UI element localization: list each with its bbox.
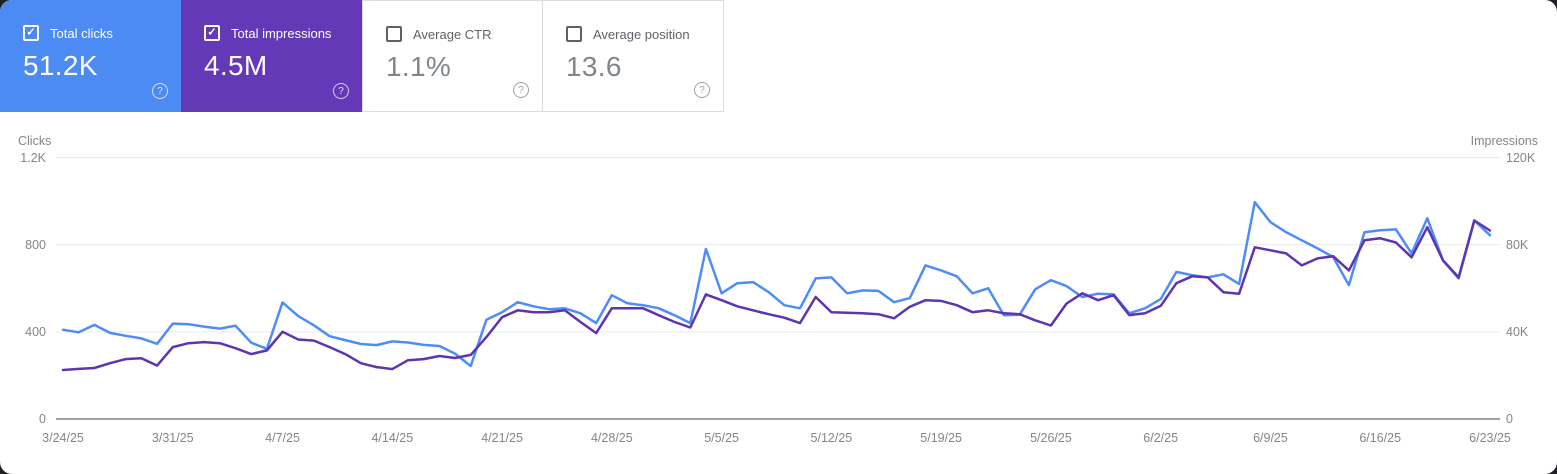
- x-axis-tick-label: 4/7/25: [265, 431, 300, 445]
- impressions-line: [61, 219, 1492, 372]
- clicks-line: [61, 200, 1492, 368]
- average-position-value: 13.6: [566, 51, 622, 82]
- help-icon[interactable]: ?: [694, 82, 710, 98]
- total-clicks-value: 51.2K: [23, 50, 98, 81]
- help-icon[interactable]: ?: [333, 83, 349, 99]
- average-position-card[interactable]: Average position 13.6 ?: [543, 0, 724, 112]
- metric-cards: ✓ Total clicks 51.2K ? ✓ Total impressio…: [0, 0, 724, 112]
- x-axis-tick-label: 3/24/25: [42, 431, 84, 445]
- x-axis-tick-label: 5/12/25: [810, 431, 853, 445]
- x-axis-tick-label: 6/2/25: [1143, 431, 1179, 445]
- check-icon: ✓: [207, 26, 217, 38]
- right-axis-tick-label: 80K: [1506, 237, 1529, 252]
- x-axis-tick-label: 6/9/25: [1253, 431, 1288, 445]
- average-ctr-header: Average CTR: [386, 26, 542, 42]
- average-ctr-card[interactable]: Average CTR 1.1% ?: [362, 0, 543, 112]
- average-ctr-label: Average CTR: [413, 26, 492, 42]
- total-clicks-label: Total clicks: [50, 25, 113, 41]
- x-axis-tick-label: 5/19/25: [920, 431, 962, 445]
- left-axis-tick-label: 800: [25, 237, 46, 252]
- right-axis-tick-label: 0: [1506, 412, 1513, 426]
- total-impressions-checkbox[interactable]: ✓: [204, 25, 220, 41]
- x-axis-tick-label: 5/26/25: [1030, 431, 1072, 445]
- x-axis-tick-label: 6/16/25: [1359, 431, 1402, 445]
- left-axis-tick-label: 0: [39, 412, 46, 426]
- left-axis-title: Clicks: [18, 134, 52, 148]
- total-impressions-header: ✓ Total impressions: [204, 25, 362, 41]
- check-icon: ✓: [26, 26, 36, 38]
- x-axis-tick-label: 4/28/25: [590, 431, 633, 445]
- total-clicks-header: ✓ Total clicks: [23, 25, 181, 41]
- right-axis-tick-label: 120K: [1506, 150, 1536, 165]
- x-axis-tick-label: 6/23/25: [1469, 431, 1511, 445]
- average-position-checkbox[interactable]: [566, 26, 582, 42]
- x-axis-tick-label: 4/21/25: [481, 431, 523, 445]
- average-position-header: Average position: [566, 26, 723, 42]
- average-position-label: Average position: [593, 26, 690, 42]
- total-clicks-checkbox[interactable]: ✓: [23, 25, 39, 41]
- total-impressions-value: 4.5M: [204, 50, 268, 81]
- left-axis-tick-label: 1.2K: [20, 150, 46, 165]
- x-axis-tick-label: 3/31/25: [151, 431, 194, 445]
- left-axis-tick-label: 400: [25, 324, 46, 339]
- right-axis-tick-label: 40K: [1506, 324, 1529, 339]
- average-ctr-checkbox[interactable]: [386, 26, 402, 42]
- help-icon[interactable]: ?: [513, 82, 529, 98]
- total-impressions-card[interactable]: ✓ Total impressions 4.5M ?: [181, 0, 362, 112]
- total-impressions-label: Total impressions: [231, 25, 332, 41]
- right-axis-title: Impressions: [1470, 134, 1538, 148]
- x-axis-tick-label: 5/5/25: [704, 431, 739, 445]
- total-clicks-card[interactable]: ✓ Total clicks 51.2K ?: [0, 0, 181, 112]
- average-ctr-value: 1.1%: [386, 51, 452, 82]
- x-axis-tick-label: 4/14/25: [371, 431, 414, 445]
- help-icon[interactable]: ?: [152, 83, 168, 99]
